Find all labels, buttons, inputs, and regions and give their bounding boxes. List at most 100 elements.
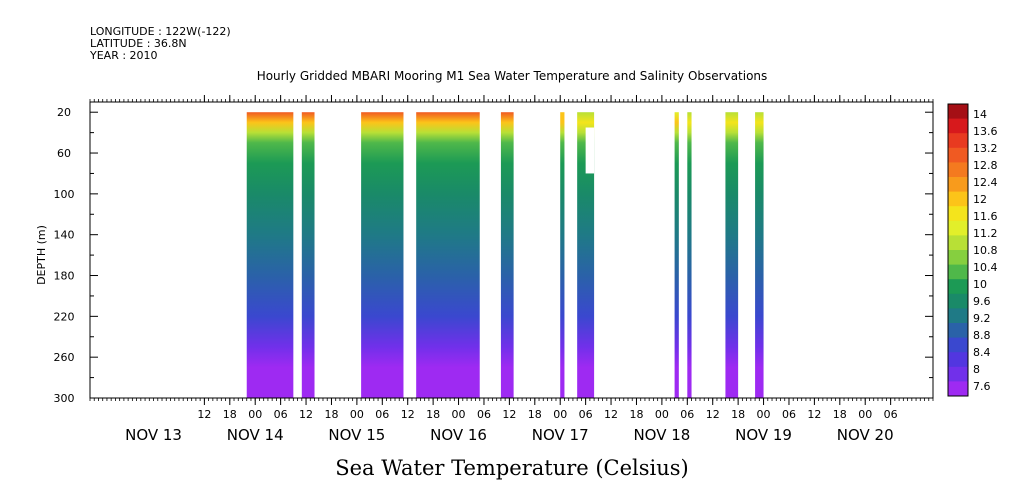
colorbar-frame xyxy=(947,103,969,397)
y-tick-labels: 20 60 100 140 180 220 260 300 xyxy=(54,106,75,405)
x-hour-tick-label: 12 xyxy=(197,408,211,421)
chart-title: Hourly Gridded MBARI Mooring M1 Sea Wate… xyxy=(257,69,768,83)
colorbar-level-label: 9.2 xyxy=(973,312,991,325)
colorbar-swatch xyxy=(948,220,968,236)
x-hour-tick-label: 06 xyxy=(477,408,491,421)
x-hour-tick-label: 18 xyxy=(731,408,745,421)
longitude-label: LONGITUDE : 122W(-122) xyxy=(90,25,231,38)
x-hour-tick-label: 06 xyxy=(274,408,288,421)
colorbar-swatch xyxy=(948,191,968,207)
colorbar-level-label: 8.8 xyxy=(973,329,991,342)
x-hour-tick-label: 18 xyxy=(833,408,847,421)
x-hour-tick-label: 18 xyxy=(324,408,338,421)
x-day-label: NOV 15 xyxy=(328,426,385,444)
x-hour-tick-label: 12 xyxy=(401,408,415,421)
y-tick-label: 180 xyxy=(54,270,75,283)
header-info: LONGITUDE : 122W(-122) LATITUDE : 36.8N … xyxy=(89,25,231,62)
data-block xyxy=(560,112,565,398)
x-day-label: NOV 16 xyxy=(430,426,487,444)
x-hour-tick-label: 00 xyxy=(858,408,872,421)
colorbar-swatch xyxy=(948,133,968,149)
colorbar-level-label: 7.6 xyxy=(973,380,991,393)
colorbar-swatch xyxy=(948,352,968,368)
data-block xyxy=(500,112,514,398)
x-tick-labels: 12 18 00 06 12 18 00 06 12 18 00 06 12 18 00 06 12 18 00 06… xyxy=(125,408,898,444)
x-hour-tick-label: 12 xyxy=(299,408,313,421)
x-day-label: NOV 14 xyxy=(227,426,284,444)
x-hour-tick-label: 06 xyxy=(375,408,389,421)
x-day-label: NOV 13 xyxy=(125,426,182,444)
x-hour-tick-label: 12 xyxy=(706,408,720,421)
colorbar-level-label: 11.6 xyxy=(973,210,998,223)
data-block xyxy=(301,112,315,398)
year-label: YEAR : 2010 xyxy=(89,49,158,62)
data-block xyxy=(577,112,595,398)
x-hour-tick-label: 06 xyxy=(680,408,694,421)
data-block xyxy=(725,112,739,398)
colorbar: 14 13.6 13.2 12.8 12.4 12 11.6 11.2 10.8 10.4 10 9.… xyxy=(947,103,998,397)
latitude-label: LATITUDE : 36.8N xyxy=(90,37,187,50)
data-block xyxy=(755,112,764,398)
x-hour-tick-label: 18 xyxy=(629,408,643,421)
x-hour-tick-label: 12 xyxy=(807,408,821,421)
x-hour-tick-label: 00 xyxy=(553,408,567,421)
data-block xyxy=(246,112,294,398)
x-hour-tick-label: 00 xyxy=(452,408,466,421)
data-gap xyxy=(585,127,595,174)
x-hour-tick-label: 00 xyxy=(757,408,771,421)
x-hour-tick-label: 12 xyxy=(502,408,516,421)
colorbar-swatch xyxy=(948,337,968,353)
x-hour-tick-label: 00 xyxy=(248,408,262,421)
y-tick-label: 20 xyxy=(57,106,71,119)
colorbar-level-label: 10 xyxy=(973,278,987,291)
colorbar-swatch xyxy=(948,206,968,222)
x-hour-tick-label: 18 xyxy=(426,408,440,421)
data-block xyxy=(361,112,404,398)
colorbar-swatch xyxy=(948,250,968,266)
colorbar-swatch xyxy=(948,147,968,163)
colorbar-level-label: 12.4 xyxy=(973,176,998,189)
colorbar-level-label: 14 xyxy=(973,108,987,121)
y-tick-label: 300 xyxy=(54,392,75,405)
y-tick-label: 140 xyxy=(54,229,75,242)
x-day-label: NOV 17 xyxy=(532,426,589,444)
colorbar-swatch xyxy=(948,279,968,295)
colorbar-level-label: 12.8 xyxy=(973,159,998,172)
colorbar-swatch xyxy=(948,118,968,134)
axes xyxy=(89,95,934,405)
x-hour-tick-label: 00 xyxy=(655,408,669,421)
y-tick-label: 220 xyxy=(54,310,75,323)
colorbar-level-label: 9.6 xyxy=(973,295,991,308)
data-block xyxy=(416,112,480,398)
x-hour-tick-label: 06 xyxy=(884,408,898,421)
x-hour-tick-label: 12 xyxy=(604,408,618,421)
colorbar-swatch xyxy=(948,235,968,251)
colorbar-swatch xyxy=(948,162,968,178)
x-hour-tick-label: 18 xyxy=(528,408,542,421)
x-day-label: NOV 19 xyxy=(735,426,792,444)
colorbar-level-label: 12 xyxy=(973,193,987,206)
colorbar-level-label: 8.4 xyxy=(973,346,991,359)
colorbar-swatch xyxy=(948,381,968,397)
y-axis-label: DEPTH (m) xyxy=(35,225,48,285)
x-day-label: NOV 20 xyxy=(837,426,894,444)
colorbar-level-label: 8 xyxy=(973,363,980,376)
x-hour-tick-label: 06 xyxy=(782,408,796,421)
colorbar-swatch xyxy=(948,264,968,280)
colorbar-level-label: 13.2 xyxy=(973,142,998,155)
colorbar-level-label: 13.6 xyxy=(973,125,998,138)
x-day-label: NOV 18 xyxy=(633,426,690,444)
x-hour-tick-label: 18 xyxy=(223,408,237,421)
colorbar-level-label: 10.8 xyxy=(973,244,998,257)
colorbar-level-label: 10.4 xyxy=(973,261,998,274)
x-hour-tick-label: 06 xyxy=(579,408,593,421)
colorbar-swatch xyxy=(948,323,968,339)
colorbar-swatch xyxy=(948,104,968,120)
colorbar-swatch xyxy=(948,293,968,309)
colorbar-swatch xyxy=(948,366,968,382)
data-block xyxy=(687,112,692,398)
colorbar-swatch xyxy=(948,308,968,324)
colorbar-swatch xyxy=(948,177,968,193)
y-tick-label: 60 xyxy=(57,147,71,160)
